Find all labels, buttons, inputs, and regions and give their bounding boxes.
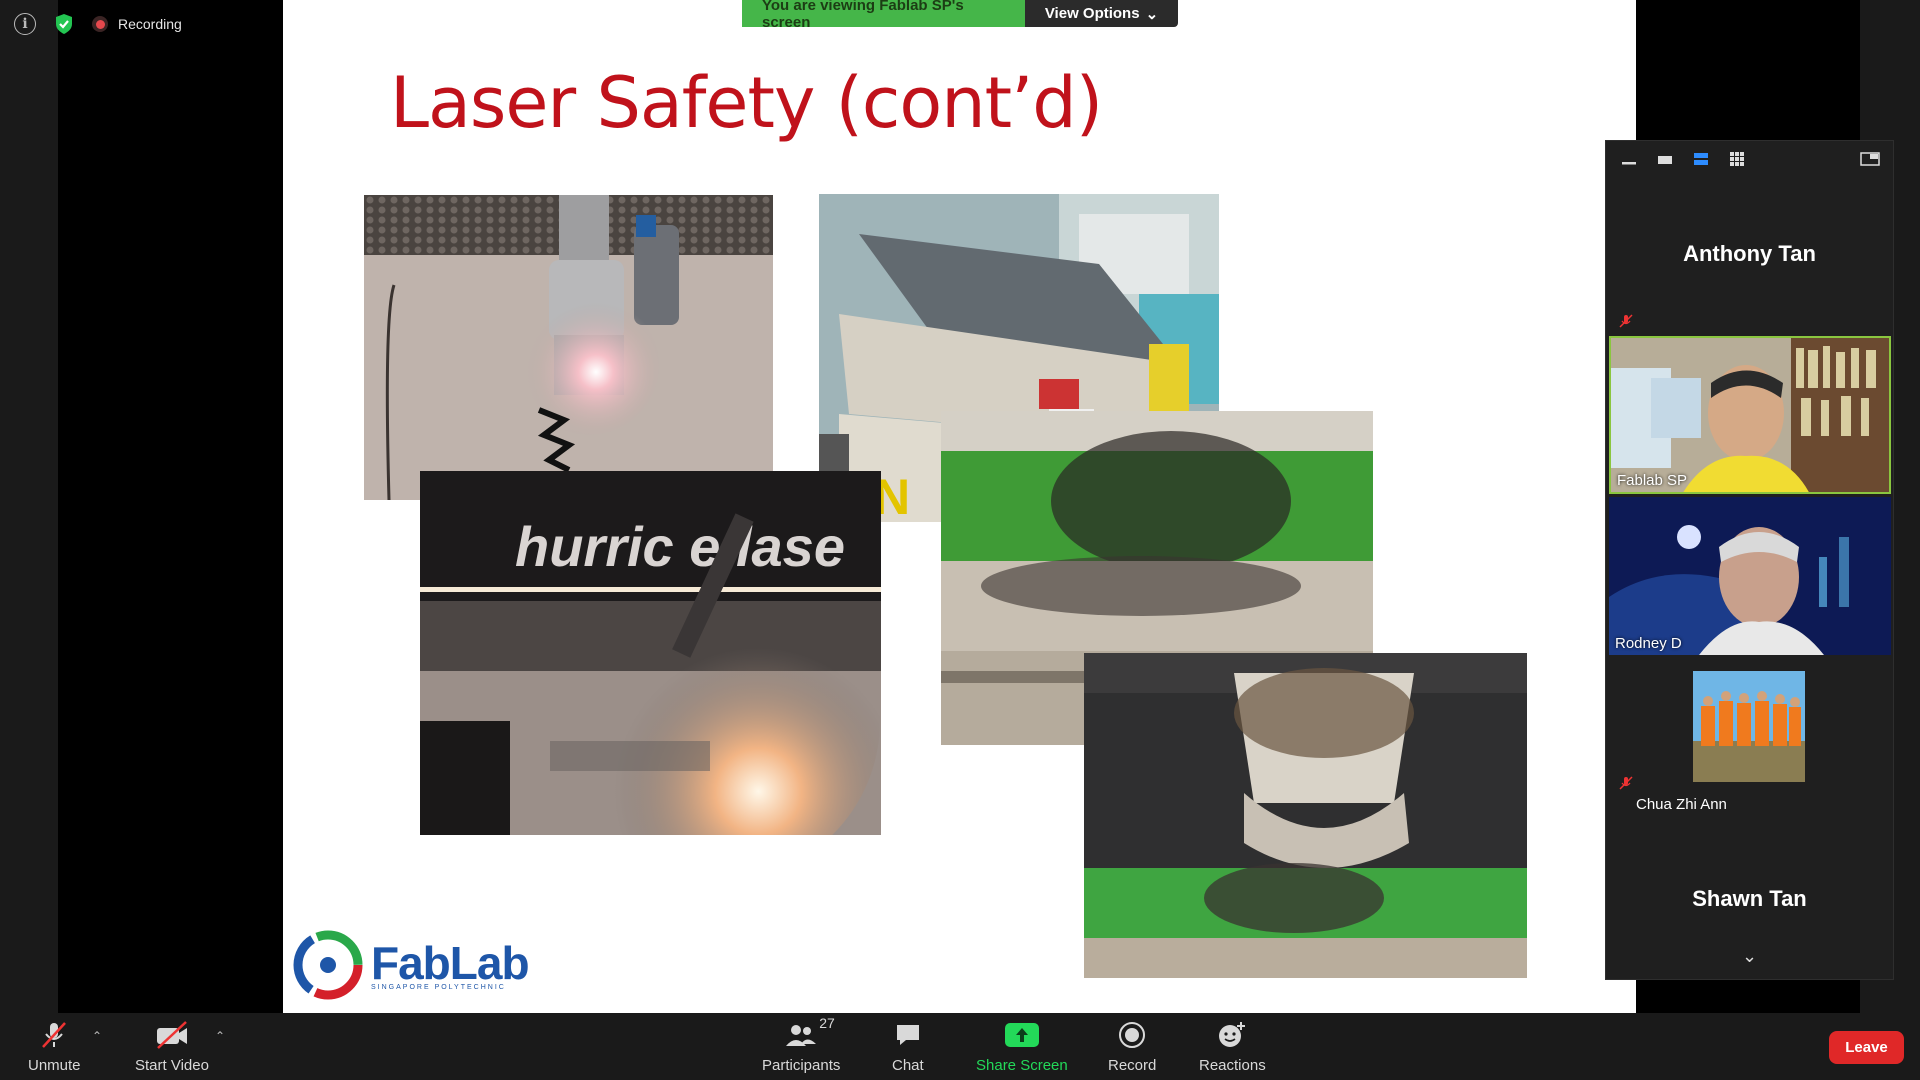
share-screen-label: Share Screen [976, 1057, 1068, 1074]
participant-name: Chua Zhi Ann [1636, 796, 1727, 813]
leave-button[interactable]: Leave [1829, 1031, 1904, 1064]
reactions-button[interactable]: Reactions [1199, 1019, 1266, 1074]
participant-video-feed [1609, 497, 1891, 655]
unmute-label: Unmute [28, 1057, 81, 1074]
muted-mic-icon [1618, 775, 1634, 791]
participant-avatar-image [1693, 671, 1805, 782]
pop-out-icon[interactable] [1859, 149, 1881, 169]
participants-icon: 27 [785, 1015, 835, 1051]
viewing-screen-text: You are viewing Fablab SP's screen [742, 0, 1025, 31]
left-black-area [58, 0, 283, 1013]
recording-indicator[interactable]: Recording [92, 16, 182, 32]
reactions-label: Reactions [1199, 1057, 1266, 1074]
chat-label: Chat [892, 1057, 924, 1074]
panel-view-toolbar [1606, 141, 1893, 177]
recording-label: Recording [118, 16, 182, 32]
muted-mic-icon [39, 1019, 69, 1051]
muted-mic-icon [1618, 313, 1634, 329]
record-icon [1118, 1019, 1146, 1051]
laser-cutting-photo [364, 195, 773, 500]
participants-label: Participants [762, 1057, 841, 1074]
fablab-logo-subtext: SINGAPORE POLYTECHNIC [371, 983, 506, 991]
unmute-button[interactable]: Unmute [28, 1019, 81, 1074]
participant-avatar-tile[interactable]: Chua Zhi Ann [1606, 663, 1893, 823]
left-edge-strip [0, 0, 58, 1013]
participants-button[interactable]: 27 Participants [762, 1015, 841, 1074]
scroll-down-chevron-icon[interactable]: ⌄ [1741, 946, 1758, 966]
slide-title: Laser Safety (cont’d) [390, 62, 1103, 144]
strip-view-icon[interactable] [1690, 149, 1712, 169]
start-video-button[interactable]: Start Video [135, 1019, 209, 1074]
record-button[interactable]: Record [1108, 1019, 1156, 1074]
participants-video-panel: Anthony Tan Fablab SP [1605, 140, 1894, 980]
participant-video-feed [1611, 338, 1889, 492]
reactions-smiley-icon [1217, 1019, 1247, 1051]
audio-options-chevron-up-icon[interactable]: ⌃ [92, 1029, 103, 1043]
participants-count: 27 [819, 1015, 835, 1031]
chat-button[interactable]: Chat [892, 1019, 924, 1074]
fablab-logo-text: FabLab [371, 936, 530, 989]
chat-icon [894, 1019, 922, 1051]
share-screen-icon [1004, 1019, 1039, 1051]
video-off-icon [154, 1019, 190, 1051]
start-video-label: Start Video [135, 1057, 209, 1074]
fablab-logo: FabLab SINGAPORE POLYTECHNIC [293, 930, 530, 1000]
record-label: Record [1108, 1057, 1157, 1074]
chevron-down-icon: ⌄ [1145, 5, 1159, 23]
single-view-icon[interactable] [1654, 149, 1676, 169]
shared-screen-slide: Laser Safety (cont’d) [283, 0, 1636, 1013]
meeting-toolbar: Unmute ⌃ Start Video ⌃ 27 Participants C… [0, 1013, 1920, 1080]
participant-name: Shawn Tan [1692, 886, 1807, 911]
participant-name: Rodney D [1615, 635, 1682, 652]
top-left-indicators: i Recording [0, 0, 182, 48]
share-screen-button[interactable]: Share Screen [976, 1019, 1068, 1074]
participant-video-tile[interactable]: Fablab SP [1609, 336, 1891, 494]
participant-name: Fablab SP [1617, 472, 1688, 489]
video-options-chevron-up-icon[interactable]: ⌃ [215, 1029, 226, 1043]
hurricane-laser-photo: hurric e lase [420, 471, 881, 835]
viewing-banner: You are viewing Fablab SP's screen View … [742, 0, 1178, 31]
security-shield-icon[interactable] [54, 13, 74, 35]
minimize-icon[interactable] [1618, 149, 1640, 169]
info-icon[interactable]: i [14, 13, 36, 35]
burnt-machine-photo-2 [1084, 653, 1527, 978]
view-options-label: View Options [1044, 5, 1140, 22]
view-options-button[interactable]: View Options ⌄ [1025, 0, 1178, 27]
participant-name: Anthony Tan [1683, 241, 1816, 266]
fablab-logo-icon [293, 930, 363, 1000]
recording-dot-icon [92, 16, 108, 32]
participant-video-tile[interactable]: Rodney D [1609, 497, 1891, 655]
grid-view-icon[interactable] [1726, 149, 1748, 169]
